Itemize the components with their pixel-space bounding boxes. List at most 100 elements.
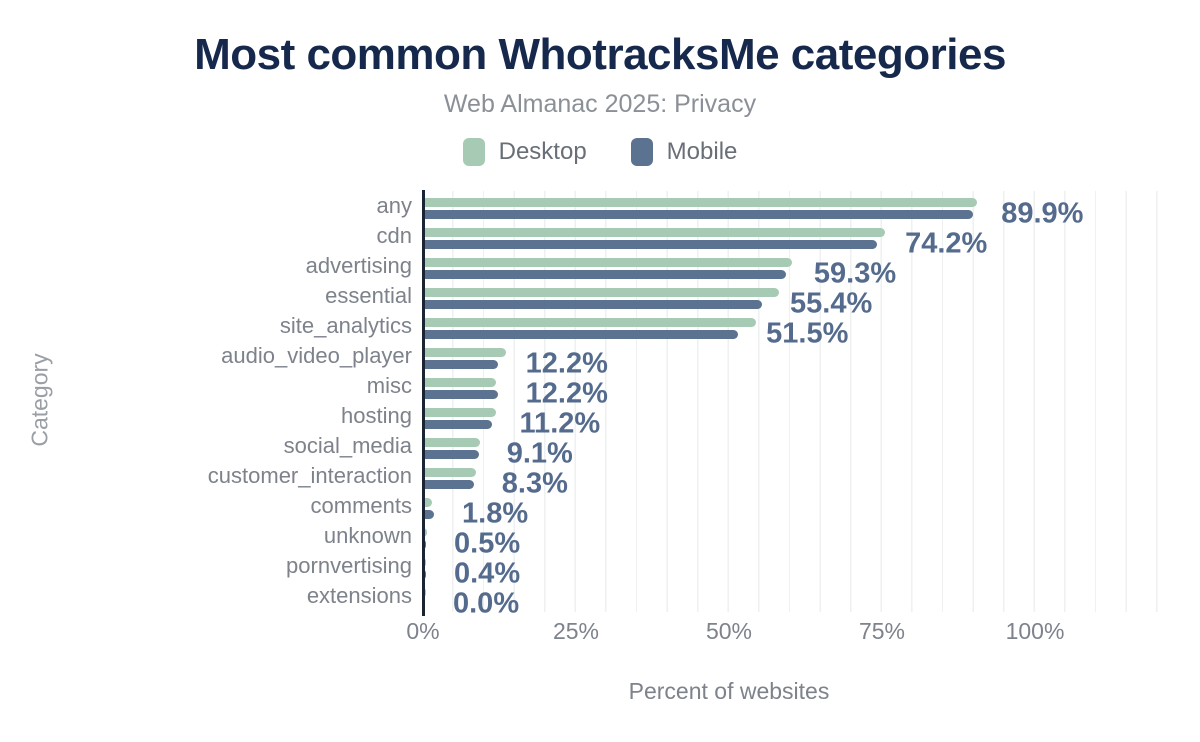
desktop-bar-comments[interactable]	[423, 498, 432, 507]
category-label: hosting	[341, 403, 412, 428]
value-label: 59.3%	[813, 257, 897, 290]
bar-track: 11.2%	[423, 401, 1200, 440]
bar-group: site_analytics 51.5%	[0, 311, 1200, 350]
y-axis-line	[422, 190, 425, 616]
bar-group: misc 12.2%	[0, 371, 1200, 410]
category-label: pornvertising	[286, 553, 412, 578]
category-label: any	[376, 193, 412, 218]
value-label: 12.2%	[525, 377, 608, 410]
bar-group: pornvertising 0.4%	[0, 551, 1200, 590]
value-label: 0.0%	[453, 587, 520, 620]
bar-group: any 89.9%	[0, 191, 1200, 230]
bar-track: 89.9%	[423, 191, 1200, 230]
bar-group: social_media 9.1%	[0, 431, 1200, 470]
bar-track: 0.5%	[423, 521, 1200, 560]
bar-track: 0.4%	[423, 551, 1200, 590]
desktop-bar-essential[interactable]	[423, 288, 780, 297]
desktop-bar-audio_video_player[interactable]	[423, 348, 506, 357]
value-label: 89.9%	[1001, 197, 1084, 230]
desktop-bar-cdn[interactable]	[423, 228, 886, 237]
bar-track: 59.3%	[423, 251, 1200, 290]
mobile-bar-advertising[interactable]	[423, 270, 786, 279]
category-label: unknown	[323, 523, 412, 548]
category-label: advertising	[305, 253, 412, 278]
legend-item-mobile[interactable]: Mobile	[630, 138, 737, 166]
desktop-bar-social_media[interactable]	[423, 438, 480, 447]
desktop-bar-pornvertising[interactable]	[423, 558, 426, 567]
mobile-bar-essential[interactable]	[423, 300, 763, 309]
bar-track: 9.1%	[423, 431, 1200, 470]
chart-title: Most common WhotracksMe categories	[194, 30, 1006, 79]
legend-item-desktop[interactable]: Desktop	[462, 138, 587, 166]
category-label: misc	[366, 373, 412, 398]
category-label: essential	[325, 283, 412, 308]
bar-track: 1.8%	[423, 491, 1200, 530]
desktop-bar-customer_interaction[interactable]	[423, 468, 477, 477]
value-label: 11.2%	[519, 407, 601, 440]
desktop-bar-extensions[interactable]	[423, 588, 426, 597]
value-label: 0.5%	[454, 527, 521, 560]
mobile-bar-hosting[interactable]	[423, 420, 492, 429]
bar-group: cdn 74.2%	[0, 221, 1200, 260]
desktop-bar-advertising[interactable]	[423, 258, 793, 267]
bar-group: unknown 0.5%	[0, 521, 1200, 560]
bar-track: 8.3%	[423, 461, 1200, 500]
x-tick-label: 75%	[858, 618, 906, 644]
x-tick-label: 50%	[705, 618, 753, 644]
bar-track: 12.2%	[423, 341, 1200, 380]
category-label: social_media	[283, 433, 412, 458]
mobile-bar-customer_interaction[interactable]	[423, 480, 474, 489]
desktop-bar-unknown[interactable]	[423, 528, 427, 537]
bar-group: extensions 0.0%	[0, 581, 1200, 620]
x-tick-label: 0%	[406, 618, 440, 644]
desktop-bar-site_analytics[interactable]	[423, 318, 756, 327]
chart-subtitle: Web Almanac 2025: Privacy	[443, 90, 757, 118]
category-label: audio_video_player	[221, 343, 412, 368]
bar-group: essential 55.4%	[0, 281, 1200, 320]
mobile-bar-any[interactable]	[423, 210, 974, 219]
mobile-bar-misc[interactable]	[423, 390, 498, 399]
value-label: 74.2%	[905, 227, 988, 260]
mobile-bar-unknown[interactable]	[423, 540, 427, 549]
bar-rows: any 89.9% cdn 74.2% advertising 59.3% essentia…	[0, 191, 1200, 620]
desktop-bar-hosting[interactable]	[423, 408, 497, 417]
bar-group: customer_interaction 8.3%	[0, 461, 1200, 500]
value-label: 51.5%	[766, 317, 849, 350]
value-label: 9.1%	[506, 437, 573, 470]
mobile-bar-cdn[interactable]	[423, 240, 878, 249]
x-axis-ticks: 0% 25% 50% 75% 100%	[406, 618, 1176, 646]
mobile-bar-audio_video_player[interactable]	[423, 360, 498, 369]
mobile-bar-pornvertising[interactable]	[423, 570, 426, 579]
value-label: 0.4%	[454, 557, 521, 590]
legend-label-desktop: Desktop	[498, 138, 587, 165]
desktop-bar-any[interactable]	[423, 198, 977, 207]
bar-track: 74.2%	[423, 221, 1200, 260]
desktop-bar-misc[interactable]	[423, 378, 496, 387]
x-tick-label: 25%	[552, 618, 600, 644]
value-label: 8.3%	[501, 467, 568, 500]
mobile-bar-site_analytics[interactable]	[423, 330, 739, 339]
bar-track: 55.4%	[423, 281, 1200, 320]
category-label: site_analytics	[279, 313, 412, 338]
category-label: extensions	[306, 583, 412, 608]
value-label: 12.2%	[525, 347, 608, 380]
x-axis-title: Percent of websites	[628, 678, 830, 704]
category-label: comments	[310, 493, 412, 518]
bar-group: audio_video_player 12.2%	[0, 341, 1200, 380]
desktop-swatch-icon	[462, 138, 485, 166]
mobile-bar-comments[interactable]	[423, 510, 435, 519]
legend: Desktop Mobile	[0, 138, 1200, 166]
bar-track: 12.2%	[423, 371, 1200, 410]
mobile-swatch-icon	[630, 138, 653, 166]
value-label: 1.8%	[462, 497, 529, 530]
value-label: 55.4%	[790, 287, 873, 320]
category-label: cdn	[376, 223, 412, 248]
category-label: customer_interaction	[207, 463, 412, 488]
bar-group: hosting 11.2%	[0, 401, 1200, 440]
mobile-bar-social_media[interactable]	[423, 450, 479, 459]
x-tick-label: 100%	[1005, 618, 1065, 644]
bar-group: comments 1.8%	[0, 491, 1200, 530]
bar-track: 0.0%	[423, 581, 1200, 620]
bar-group: advertising 59.3%	[0, 251, 1200, 290]
